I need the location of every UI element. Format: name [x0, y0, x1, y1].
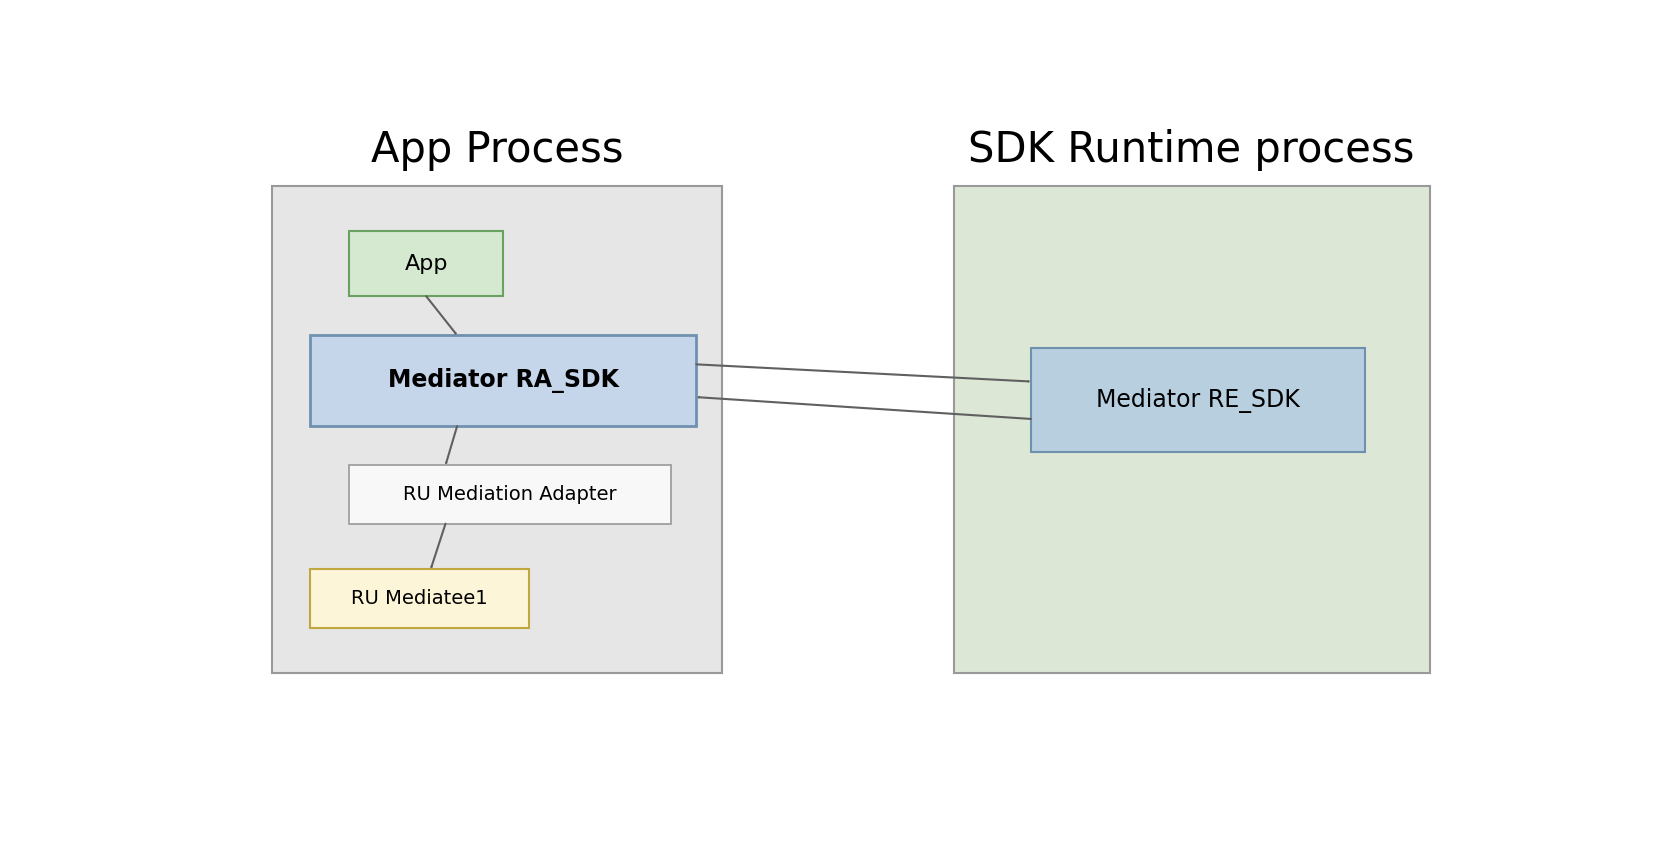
Bar: [349, 465, 671, 523]
FancyArrowPatch shape: [699, 398, 1031, 419]
FancyArrowPatch shape: [432, 523, 445, 567]
Text: SDK Runtime process: SDK Runtime process: [968, 129, 1414, 171]
Bar: [310, 335, 697, 426]
FancyArrowPatch shape: [447, 426, 456, 463]
Text: App: App: [405, 254, 448, 273]
Bar: [272, 186, 722, 674]
FancyArrowPatch shape: [697, 365, 1029, 381]
Text: RU Mediation Adapter: RU Mediation Adapter: [403, 485, 616, 504]
Bar: [953, 186, 1429, 674]
FancyArrowPatch shape: [427, 296, 455, 333]
Text: Mediator RE_SDK: Mediator RE_SDK: [1096, 387, 1300, 413]
Text: App Process: App Process: [370, 129, 622, 171]
Text: Mediator RA_SDK: Mediator RA_SDK: [388, 368, 619, 393]
Text: RU Mediatee1: RU Mediatee1: [352, 589, 488, 608]
Bar: [310, 569, 530, 628]
Bar: [1031, 349, 1365, 452]
Bar: [349, 231, 503, 296]
